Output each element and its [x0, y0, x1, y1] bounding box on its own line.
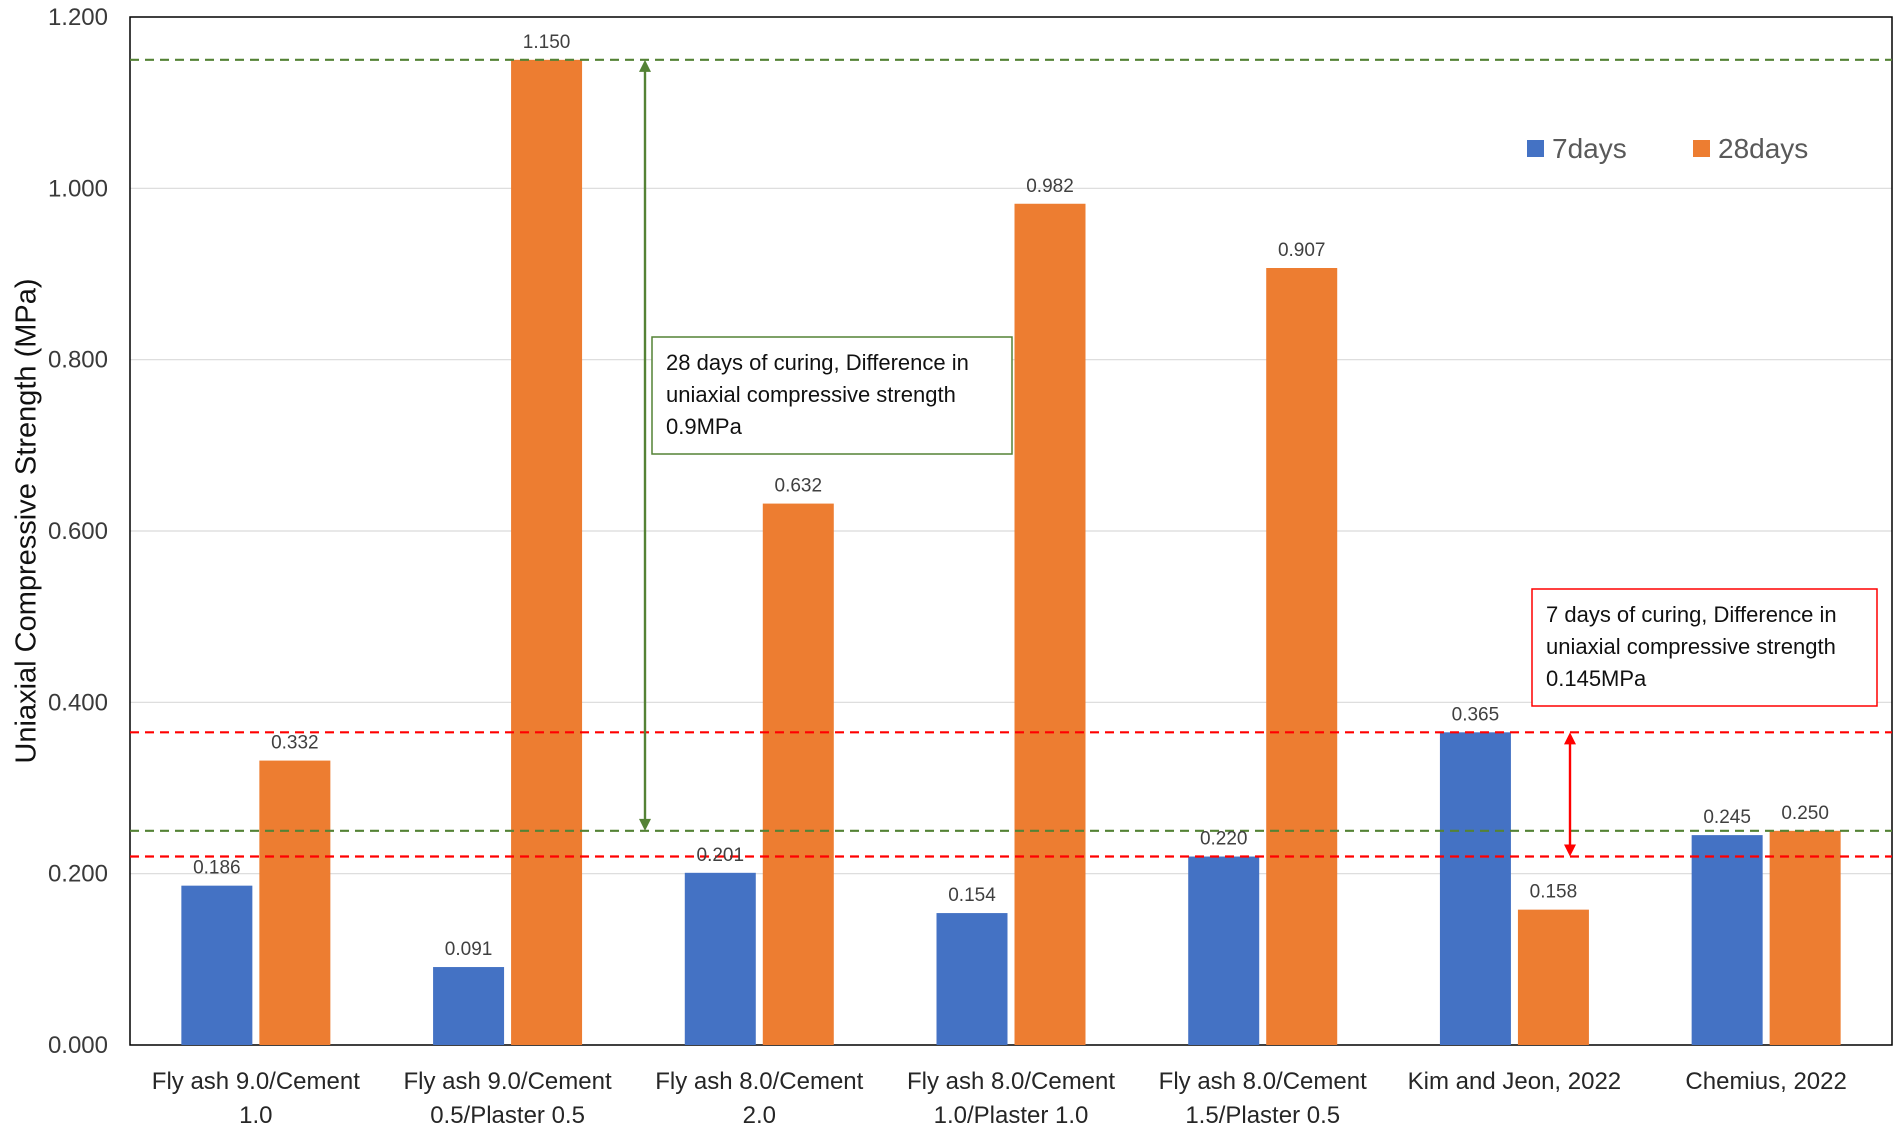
- category-label: Chemius, 2022: [1685, 1068, 1846, 1095]
- plot-area-border: [129, 16, 1893, 1046]
- category-label: 0.5/Plaster 0.5: [430, 1102, 585, 1129]
- data-label-28days-3: 0.982: [1026, 176, 1074, 197]
- y-tick-label: 0.800: [48, 347, 108, 374]
- data-label-28days-4: 0.907: [1278, 240, 1326, 261]
- category-label: Fly ash 8.0/Cement: [655, 1068, 863, 1095]
- y-tick-label: 0.400: [48, 689, 108, 716]
- data-label-28days-1: 1.150: [523, 32, 571, 53]
- data-label-7days-6: 0.245: [1703, 807, 1751, 828]
- annotation-arrowhead-bottom: [1564, 844, 1576, 857]
- y-axis-ticks: 0.000 0.200 0.400 0.600 0.800 1.000 1.200: [48, 4, 108, 1059]
- bar-28days-3: [1014, 203, 1086, 1046]
- bar-7days-2: [684, 872, 756, 1045]
- bars: [181, 59, 1841, 1046]
- bar-7days-5: [1439, 732, 1511, 1045]
- data-label-7days-4: 0.220: [1200, 829, 1248, 850]
- legend: 7days 28days: [1527, 133, 1808, 164]
- annotation-box: [1531, 588, 1878, 707]
- bar-7days-1: [433, 967, 505, 1045]
- bar-28days-6: [1769, 830, 1841, 1045]
- y-tick-label: 1.000: [48, 175, 108, 202]
- annotation-arrowhead-bottom: [639, 818, 651, 831]
- data-label-28days-2: 0.632: [775, 476, 823, 497]
- bar-28days-4: [1266, 268, 1338, 1046]
- annotation-text: 0.145MPa: [1546, 666, 1647, 691]
- bar-28days-2: [762, 503, 834, 1045]
- legend-label-7days: 7days: [1552, 133, 1627, 164]
- data-label-28days-5: 0.158: [1530, 882, 1578, 903]
- data-label-28days-0: 0.332: [271, 733, 319, 754]
- annotations: 28 days of curing, Difference in uniaxial…: [639, 59, 1878, 857]
- annotation-arrowhead-top: [639, 59, 651, 72]
- category-label: 2.0: [743, 1102, 776, 1129]
- data-label-7days-5: 0.365: [1452, 704, 1500, 725]
- category-label: Fly ash 8.0/Cement: [907, 1068, 1115, 1095]
- data-label-7days-2: 0.201: [697, 845, 745, 866]
- data-label-28days-6: 0.250: [1781, 803, 1829, 824]
- legend-label-28days: 28days: [1718, 133, 1808, 164]
- bar-28days-5: [1517, 909, 1589, 1045]
- reference-lines: [130, 58, 1892, 858]
- y-tick-label: 0.600: [48, 518, 108, 545]
- annotation-text: uniaxial compressive strength: [1546, 634, 1836, 659]
- category-label: Kim and Jeon, 2022: [1408, 1068, 1621, 1095]
- data-label-7days-3: 0.154: [948, 885, 996, 906]
- legend-swatch-28days: [1693, 140, 1710, 157]
- annotation-arrowhead-top: [1564, 732, 1576, 745]
- data-label-7days-1: 0.091: [445, 939, 493, 960]
- y-axis-label: Uniaxial Compressive Strength (MPa): [11, 278, 43, 763]
- y-tick-label: 1.200: [48, 4, 108, 31]
- bar-7days-6: [1691, 835, 1763, 1045]
- annotation-text: 28 days of curing, Difference in: [666, 350, 969, 375]
- data-label-7days-0: 0.186: [193, 858, 241, 879]
- y-tick-label: 0.000: [48, 1032, 108, 1059]
- bar-7days-4: [1188, 856, 1260, 1045]
- annotation-text: 7 days of curing, Difference in: [1546, 602, 1837, 627]
- category-label: Fly ash 8.0/Cement: [1159, 1068, 1367, 1095]
- category-label: Fly ash 9.0/Cement: [404, 1068, 612, 1095]
- y-tick-label: 0.200: [48, 861, 108, 888]
- annotation-box: [651, 336, 1013, 455]
- category-label: 1.0/Plaster 1.0: [934, 1102, 1089, 1129]
- category-label: Fly ash 9.0/Cement: [152, 1068, 360, 1095]
- bar-28days-1: [511, 59, 583, 1046]
- bar-7days-0: [181, 885, 253, 1045]
- category-labels: Fly ash 9.0/Cement 1.0 Fly ash 9.0/Cement 0…: [152, 1068, 1847, 1129]
- annotation-text: 0.9MPa: [666, 414, 743, 439]
- legend-swatch-7days: [1527, 140, 1544, 157]
- category-label: 1.0: [239, 1102, 272, 1129]
- category-label: 1.5/Plaster 0.5: [1185, 1102, 1340, 1129]
- data-labels: 0.186 0.332 0.091 1.150 0.201 0.632 0.154 0.982…: [193, 32, 1829, 960]
- bar-7days-3: [936, 913, 1008, 1045]
- bar-28days-0: [259, 760, 331, 1045]
- annotation-text: uniaxial compressive strength: [666, 382, 956, 407]
